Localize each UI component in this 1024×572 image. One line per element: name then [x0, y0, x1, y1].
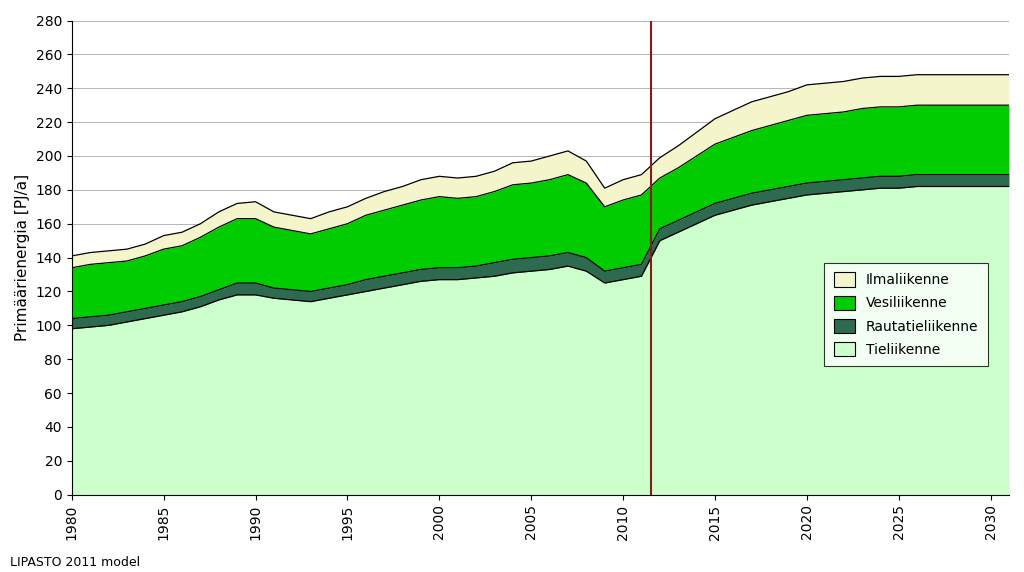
Text: LIPASTO 2011 model: LIPASTO 2011 model: [10, 556, 140, 569]
Legend: Ilmaliikenne, Vesiliikenne, Rautatieliikenne, Tieliikenne: Ilmaliikenne, Vesiliikenne, Rautatieliik…: [824, 263, 988, 366]
Y-axis label: Primäärienergia [PJ/a]: Primäärienergia [PJ/a]: [15, 174, 30, 341]
